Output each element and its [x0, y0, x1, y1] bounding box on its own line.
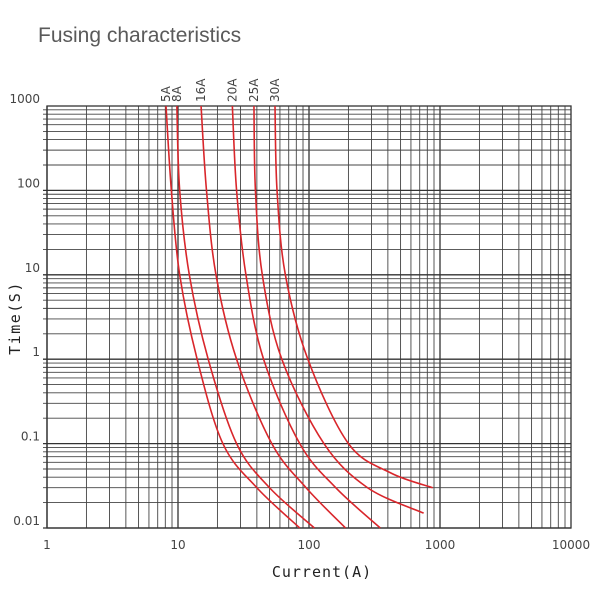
x-axis-label: Current(A) — [272, 563, 372, 581]
grid-lines — [43, 106, 571, 529]
chart-title: Fusing characteristics — [38, 24, 242, 47]
y-tick-label: 10 — [25, 261, 40, 275]
y-tick-label: 1000 — [9, 92, 40, 106]
curve-label-8A: 8A — [170, 85, 184, 102]
x-tick-label: 100 — [298, 538, 321, 552]
curve-20A — [231, 105, 381, 529]
curve-series — [165, 105, 433, 529]
y-tick-label: 0.01 — [13, 514, 40, 528]
plot-border — [46, 105, 572, 529]
x-tick-labels: 1 10 100 1000 10000 — [43, 538, 590, 552]
curve-16A — [200, 105, 347, 529]
curve-5A — [165, 105, 301, 529]
curve-label-20A: 20A — [225, 78, 239, 102]
curve-label-5A: 5A — [159, 85, 173, 102]
y-tick-labels: 1000 100 10 1 0.1 0.01 — [9, 92, 40, 528]
curve-label-16A: 16A — [194, 78, 208, 102]
y-tick-label: 100 — [17, 176, 40, 190]
y-tick-label: 1 — [32, 345, 40, 359]
curve-label-30A: 30A — [268, 78, 282, 102]
curve-30A — [274, 105, 433, 489]
x-tick-label: 1000 — [425, 538, 456, 552]
y-tick-label: 0.1 — [21, 430, 40, 444]
y-axis-label: Time(S) — [6, 281, 24, 355]
curve-25A — [253, 105, 424, 514]
curve-8A — [176, 105, 315, 529]
x-tick-label: 10000 — [552, 538, 590, 552]
x-tick-label: 1 — [43, 538, 51, 552]
x-tick-label: 10 — [170, 538, 185, 552]
curve-label-25A: 25A — [247, 78, 261, 102]
plot-frame — [46, 105, 572, 529]
